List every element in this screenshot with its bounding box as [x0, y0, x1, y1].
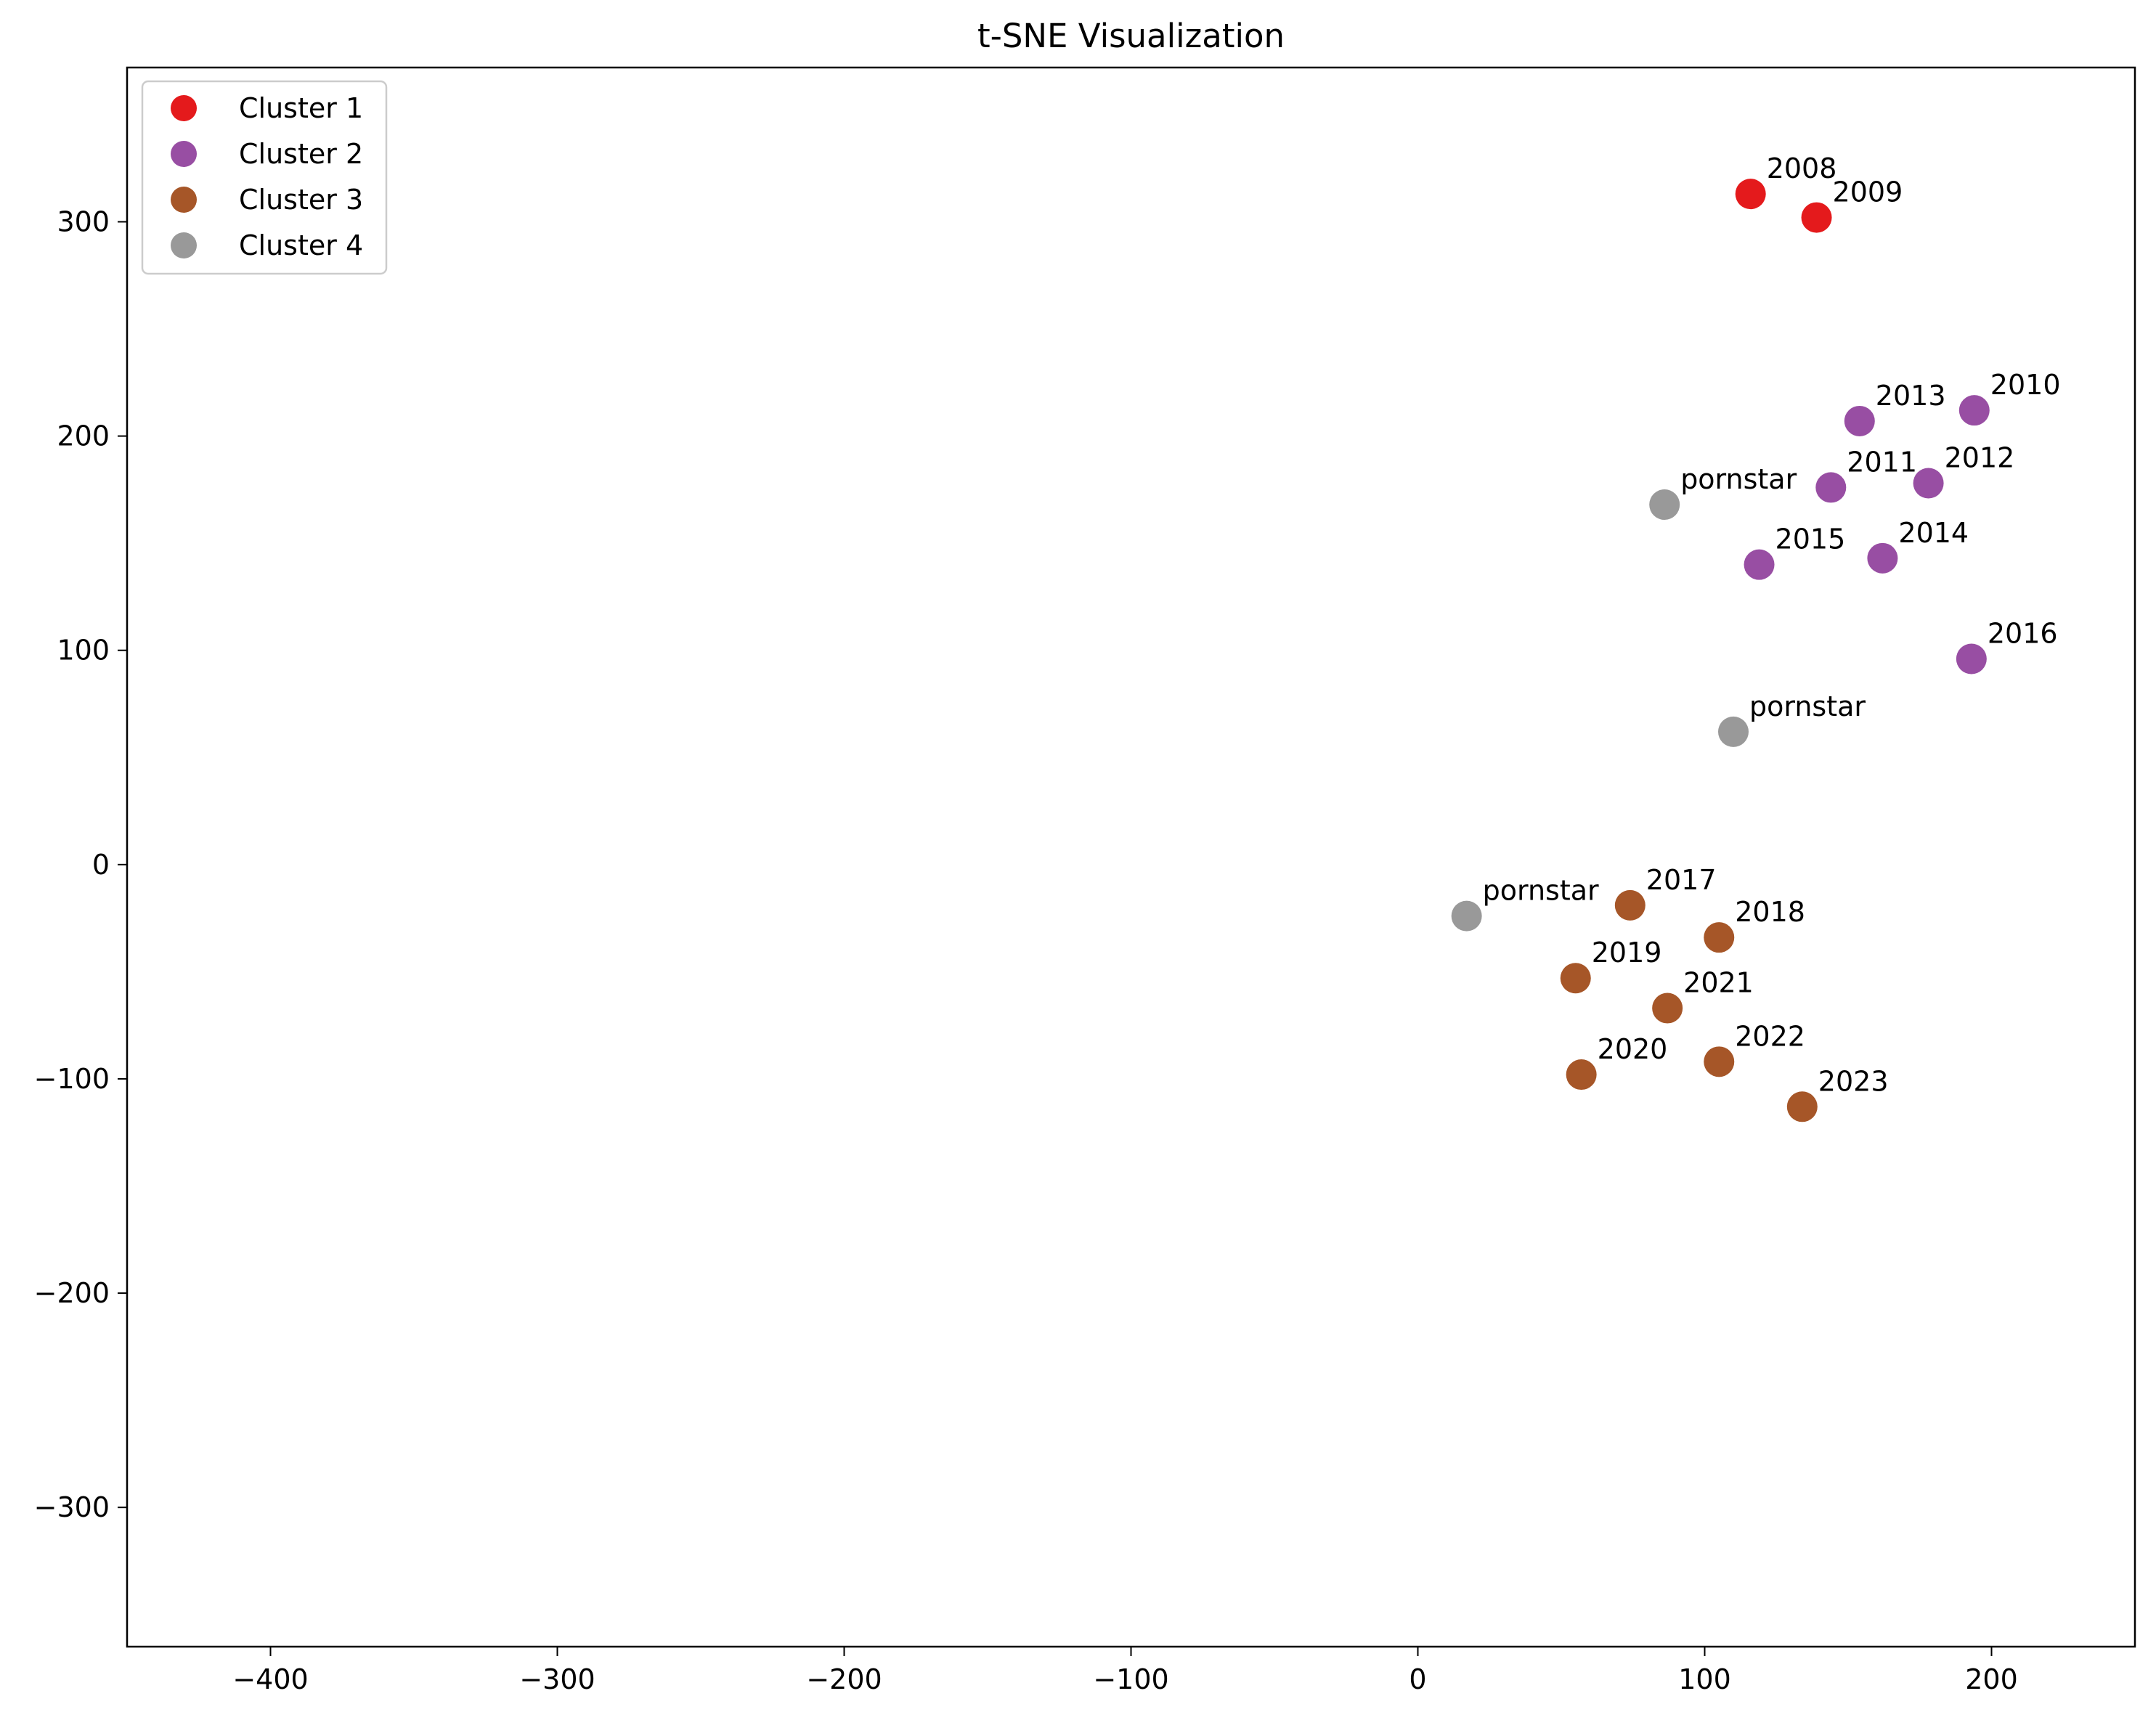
point-label: 2023 [1818, 1065, 1889, 1097]
y-tick-label: −200 [34, 1277, 110, 1309]
point-label: pornstar [1483, 875, 1599, 907]
point-label: 2010 [1990, 369, 2061, 401]
data-point [1566, 1059, 1597, 1091]
data-point [1958, 395, 1990, 426]
data-point [1735, 179, 1766, 210]
legend-marker [171, 141, 197, 167]
point-label: 2009 [1833, 176, 1903, 208]
legend-marker [171, 95, 197, 121]
data-point [1451, 900, 1482, 932]
point-label: 2012 [1945, 442, 2015, 474]
plot-frame [126, 66, 2136, 1648]
legend-marker [171, 232, 197, 258]
data-point [1718, 716, 1749, 747]
point-label: 2017 [1646, 864, 1717, 896]
chart-title: t-SNE Visualization [977, 17, 1285, 55]
axis-ticks: −400 −300 −200 −100 0 100 200 −300 −200 −100 0 100 2… [34, 205, 2018, 1695]
data-point [1913, 468, 1944, 499]
x-tick-label: 0 [1409, 1663, 1426, 1695]
data-point [1649, 489, 1680, 521]
legend-box [141, 80, 388, 275]
point-label: 2013 [1876, 380, 1946, 412]
point-label: pornstar [1680, 463, 1797, 495]
point-label: 2014 [1898, 517, 1969, 549]
data-point [1652, 993, 1683, 1024]
y-tick-label: 300 [57, 205, 110, 237]
point-label: 2019 [1592, 937, 1662, 969]
x-tick-label: 100 [1678, 1663, 1731, 1695]
x-tick-label: 200 [1965, 1663, 2018, 1695]
y-tick-label: 0 [92, 849, 110, 881]
point-label: pornstar [1749, 690, 1866, 722]
data-point [1844, 405, 1875, 436]
point-label: 2022 [1735, 1020, 1805, 1052]
data-point [1744, 549, 1775, 580]
y-tick-label: 100 [57, 635, 110, 667]
y-tick-label: 200 [57, 420, 110, 452]
legend-label: Cluster 3 [239, 184, 363, 216]
legend: Cluster 1 Cluster 2 Cluster 3 Cluster 4 [141, 80, 388, 275]
data-point [1614, 889, 1646, 921]
legend-label: Cluster 1 [239, 92, 363, 124]
point-label: 2016 [1988, 618, 2058, 650]
data-point [1786, 1091, 1818, 1122]
point-label: 2008 [1767, 152, 1837, 184]
data-point [1704, 922, 1735, 953]
x-tick-label: −200 [806, 1663, 882, 1695]
legend-label: Cluster 4 [239, 229, 363, 261]
x-tick-label: −300 [519, 1663, 595, 1695]
point-label: 2020 [1598, 1033, 1668, 1065]
data-point [1867, 542, 1898, 574]
data-point [1560, 963, 1591, 994]
y-tick-label: −300 [34, 1491, 110, 1523]
y-tick-label: −100 [34, 1063, 110, 1095]
point-label: 2021 [1683, 967, 1754, 999]
data-point [1956, 643, 1987, 674]
data-points [1451, 179, 1990, 1122]
point-label: 2011 [1847, 446, 1917, 478]
legend-marker [171, 187, 197, 213]
data-point [1704, 1046, 1735, 1077]
point-label: 2015 [1775, 523, 1846, 555]
legend-label: Cluster 2 [239, 138, 363, 170]
data-point [1801, 202, 1832, 233]
point-label: 2018 [1735, 896, 1805, 928]
data-point [1815, 472, 1847, 503]
x-tick-label: −400 [232, 1663, 308, 1695]
x-tick-label: −100 [1093, 1663, 1168, 1695]
